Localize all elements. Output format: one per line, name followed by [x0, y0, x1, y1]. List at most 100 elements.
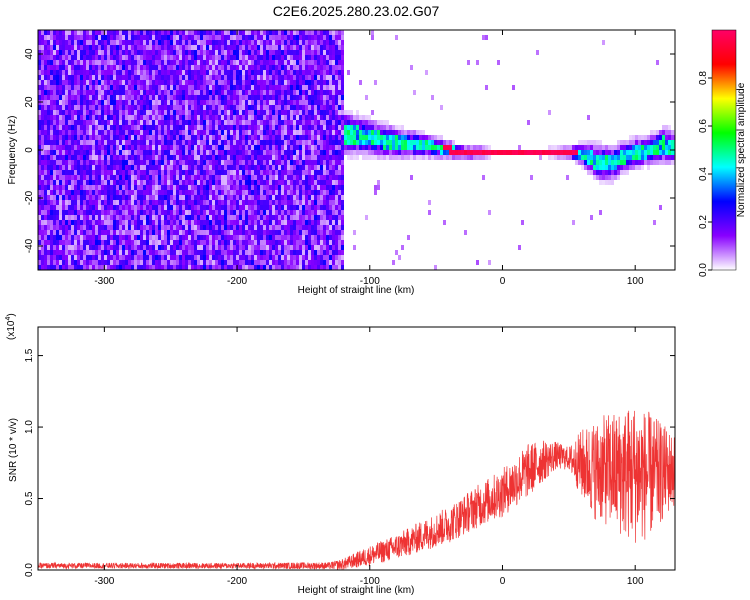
spectrogram-cell	[206, 260, 209, 265]
spectrogram-cell	[308, 240, 311, 245]
spectrogram-cell	[215, 195, 218, 200]
spectrogram-cell	[314, 245, 317, 250]
spectrogram-cell	[341, 260, 344, 265]
spectrogram-cell	[242, 120, 245, 125]
spectrogram-cell	[215, 135, 218, 140]
spectrogram-cell	[170, 265, 173, 270]
spectrogram-cell	[278, 100, 281, 105]
spectrogram-cell	[320, 160, 323, 165]
spectrogram-cell	[269, 75, 272, 80]
spectrogram-cell	[317, 100, 320, 105]
spectrogram-cell	[317, 30, 320, 35]
spectrogram-cell	[113, 220, 116, 225]
spectrogram-cell	[128, 50, 131, 55]
spectrogram-cell	[269, 130, 272, 135]
spectrogram-cell	[239, 70, 242, 75]
spectrogram-cell	[143, 165, 146, 170]
spectrogram-cell	[281, 75, 284, 80]
spectrogram-cell	[179, 200, 182, 205]
spectrogram-cell	[80, 105, 83, 110]
spectrogram-cell	[194, 65, 197, 70]
spectrogram-cell	[116, 115, 119, 120]
spectrogram-cell	[188, 180, 191, 185]
spectrogram-cell	[245, 145, 248, 150]
spectrogram-cell	[200, 80, 203, 85]
spectrogram-cell	[278, 65, 281, 70]
spectrogram-cell	[155, 145, 158, 150]
spectrogram-cell	[230, 40, 233, 45]
spectrogram-cell	[155, 180, 158, 185]
spectrogram-cell	[296, 55, 299, 60]
spectrogram-cell	[68, 80, 71, 85]
spectrogram-cell	[107, 30, 110, 35]
spectrogram-cell	[293, 75, 296, 80]
spectrogram-cell	[224, 110, 227, 115]
spectrogram-cell	[80, 95, 83, 100]
spectrogram-cell	[50, 50, 53, 55]
spectrogram-cell	[329, 175, 332, 180]
spectrogram-cell	[131, 45, 134, 50]
spectrogram-cell	[83, 210, 86, 215]
spectrogram-cell	[149, 160, 152, 165]
spectrogram-cell	[368, 155, 371, 160]
spectrogram-cell	[224, 30, 227, 35]
spectrogram-cell	[263, 265, 266, 270]
spectrogram-cell	[284, 200, 287, 205]
spectrogram-cell	[227, 70, 230, 75]
spectrogram-cell	[227, 220, 230, 225]
spectrogram-cell	[182, 170, 185, 175]
spectrogram-cell	[293, 205, 296, 210]
spectrogram-cell	[278, 235, 281, 240]
spectrogram-cell	[83, 230, 86, 235]
spectrogram-cell	[224, 170, 227, 175]
spectrogram-cell	[173, 150, 176, 155]
spectrogram-cell	[77, 250, 80, 255]
spectrogram-cell	[356, 125, 359, 130]
spectrogram-cell	[203, 240, 206, 245]
spectrogram-cell	[152, 210, 155, 215]
spectrogram-cell	[71, 65, 74, 70]
spectrogram-cell	[44, 215, 47, 220]
spectrogram-cell	[110, 250, 113, 255]
spectrogram-cell	[110, 260, 113, 265]
spectrogram-cell	[71, 35, 74, 40]
spectrogram-cell	[74, 220, 77, 225]
spectrogram-cell	[332, 180, 335, 185]
spectrogram-cell	[329, 170, 332, 175]
spectrogram-cell	[356, 140, 359, 145]
spectrogram-cell	[314, 180, 317, 185]
spectrogram-cell	[116, 155, 119, 160]
spectrogram-cell	[254, 240, 257, 245]
spectrogram-cell	[263, 170, 266, 175]
spectrogram-cell	[236, 65, 239, 70]
spectrogram-cell	[203, 175, 206, 180]
spectrogram-cell	[317, 50, 320, 55]
spectrogram-cell	[194, 50, 197, 55]
spectrogram-cell	[323, 265, 326, 270]
spectrogram-cell	[287, 155, 290, 160]
spectrogram-cell	[146, 145, 149, 150]
spectrogram-cell	[257, 45, 260, 50]
spectrogram-cell	[218, 105, 221, 110]
spectrogram-cell	[134, 75, 137, 80]
spectrogram-cell	[119, 180, 122, 185]
spectrogram-cell	[194, 225, 197, 230]
spectrogram-cell	[92, 135, 95, 140]
spectrogram-cell	[296, 265, 299, 270]
spectrogram-cell	[335, 240, 338, 245]
spectrogram-cell	[221, 190, 224, 195]
spectrogram-cell	[128, 90, 131, 95]
spectrogram-cell	[197, 135, 200, 140]
spectrogram-cell	[137, 175, 140, 180]
spectrogram-cell	[323, 85, 326, 90]
spectrogram-cell	[38, 145, 41, 150]
spectrogram-cell	[224, 255, 227, 260]
spectrogram-cell	[110, 180, 113, 185]
spectrogram-cell	[308, 170, 311, 175]
spectrogram-cell	[152, 75, 155, 80]
spectrogram-cell	[140, 175, 143, 180]
spectrogram-cell	[176, 100, 179, 105]
spectrogram-cell	[329, 160, 332, 165]
spectrogram-cell	[263, 115, 266, 120]
spectrogram-cell	[80, 265, 83, 270]
